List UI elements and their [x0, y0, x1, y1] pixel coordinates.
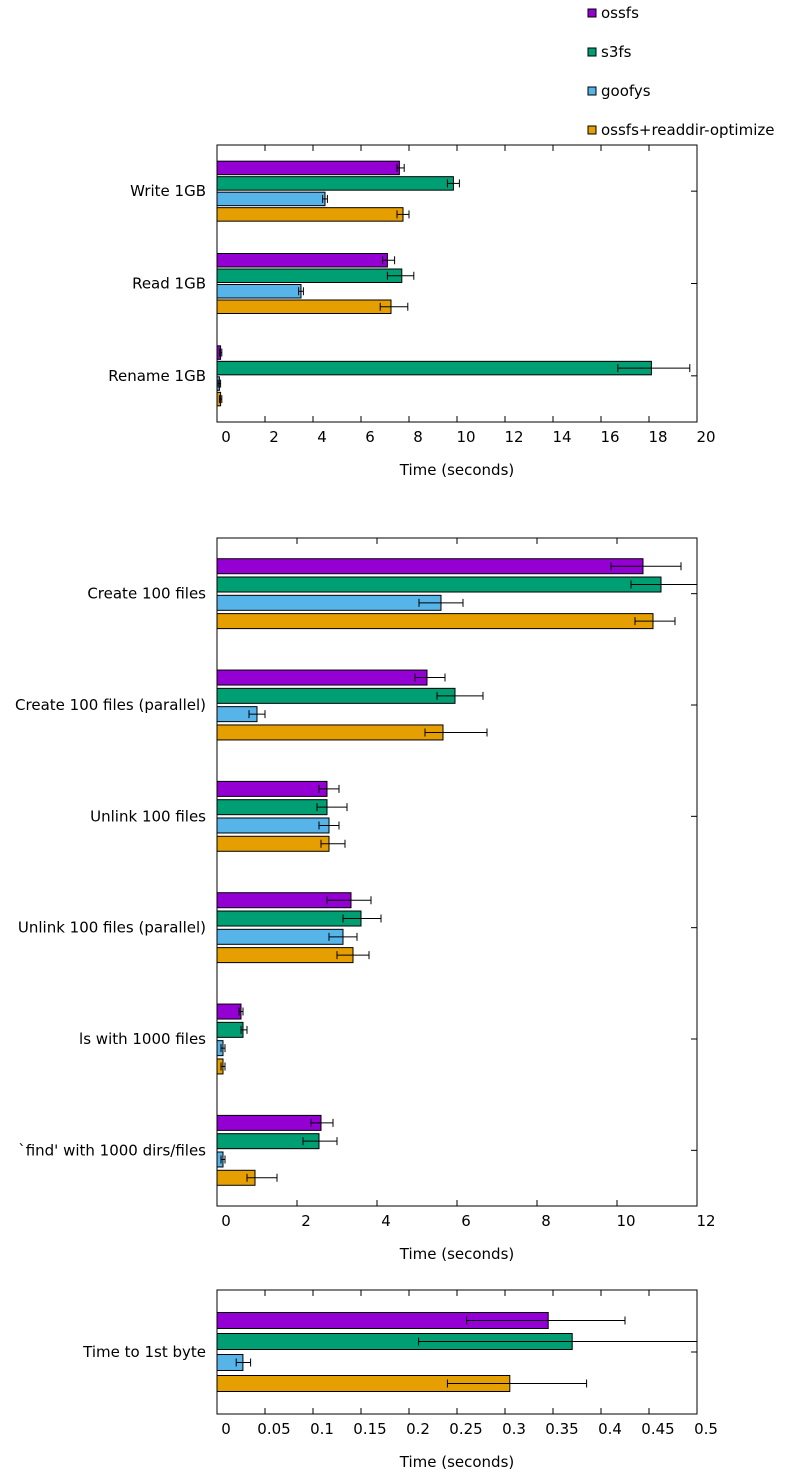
x-axis-label: Time (seconds) — [399, 1453, 515, 1471]
chart-panel-time-to-first-byte: 0 0.05 0.1 0.15 0.2 0.25 0.3 0.35 0.4 0.45 0.5 Time… — [82, 1289, 718, 1471]
x-tick-label: 10 — [456, 428, 475, 446]
chart-panel-large-file-ops: 0 2 4 6 8 10 12 14 16 18 20 Time (seconds) Write 1GB… — [108, 144, 716, 479]
category-label-create-100-files: Create 100 files — [87, 585, 206, 603]
chart-panel-metadata-ops: 0 2 4 6 8 10 12 Time (seconds) Create 100 files C… — [15, 537, 716, 1263]
x-tick-label: 0.45 — [641, 1420, 674, 1438]
x-tick-label: 0.15 — [353, 1420, 386, 1438]
x-tick-label: 16 — [600, 428, 619, 446]
x-tick-label: 8 — [541, 1212, 551, 1230]
legend-swatch-ossfs — [587, 8, 597, 18]
x-tick-label: 4 — [381, 1212, 391, 1230]
x-tick-label: 0.35 — [545, 1420, 578, 1438]
bar-s3fs-rename-1gb — [216, 360, 652, 376]
bar-ossfs-readdir-optimize-read-1gb — [216, 299, 392, 314]
bar-ossfs-write-1gb — [216, 160, 400, 176]
legend-label-goofys: goofys — [601, 82, 651, 100]
x-tick-label: 0.1 — [310, 1420, 334, 1438]
bar-s3fs-unlink-100-files-parallel — [216, 910, 362, 927]
legend-label-ossfs-readdir-optimize: ossfs+readdir-optimize — [601, 121, 774, 139]
bar-ossfs-unlink-100-files — [216, 780, 328, 797]
x-tick-label: 0.2 — [406, 1420, 430, 1438]
legend-label-s3fs: s3fs — [601, 43, 632, 61]
bar-goofys-unlink-100-files-parallel — [216, 928, 344, 945]
category-label-ls-with-1000-files: ls with 1000 files — [79, 1030, 206, 1048]
x-tick-label: 18 — [648, 428, 667, 446]
bar-ossfs-readdir-optimize-unlink-100-files — [216, 835, 330, 852]
legend-swatch-goofys — [587, 86, 597, 96]
legend-swatch-s3fs — [587, 47, 597, 57]
plot-frame — [216, 537, 698, 1207]
x-tick-label: 0.5 — [694, 1420, 718, 1438]
x-tick-label: 6 — [461, 1212, 471, 1230]
x-tick-label: 10 — [616, 1212, 635, 1230]
bar-ossfs-find-with-1000-dirs-files — [216, 1114, 322, 1131]
bar-ossfs-readdir-optimize-write-1gb — [216, 207, 404, 222]
bar-ossfs-create-100-files-parallel — [216, 669, 428, 686]
x-tick-label: 0.25 — [449, 1420, 482, 1438]
bar-goofys-create-100-files — [216, 594, 442, 611]
legend-label-ossfs: ossfs — [601, 4, 639, 22]
bar-ossfs-create-100-files — [216, 558, 644, 575]
x-tick-label: 0.05 — [257, 1420, 290, 1438]
bar-s3fs-ls-with-1000-files — [216, 1021, 244, 1038]
category-label-rename-1gb: Rename 1GB — [108, 367, 206, 385]
x-tick-label: 12 — [696, 1212, 715, 1230]
category-label-create-100-files-parallel: Create 100 files (parallel) — [15, 696, 206, 714]
bar-s3fs-unlink-100-files — [216, 799, 328, 816]
legend: ossfs s3fs goofys ossfs+readdir-optimize — [587, 4, 774, 139]
x-tick-label: 2 — [269, 428, 279, 446]
x-tick-label: 8 — [413, 428, 423, 446]
bar-goofys-unlink-100-files — [216, 817, 330, 834]
category-label-unlink-100-files-parallel: Unlink 100 files (parallel) — [18, 919, 206, 937]
bar-ossfs-ls-with-1000-files — [216, 1003, 242, 1020]
x-tick-label: 2 — [301, 1212, 311, 1230]
bar-ossfs-read-1gb — [216, 253, 388, 268]
category-label-unlink-100-files: Unlink 100 files — [90, 807, 206, 825]
x-tick-label: 0.3 — [502, 1420, 526, 1438]
x-axis-label: Time (seconds) — [399, 1245, 515, 1263]
plot-frame — [216, 1289, 698, 1415]
x-tick-label: 0 — [221, 428, 231, 446]
x-tick-label: 0 — [221, 1420, 231, 1438]
bar-s3fs-create-100-files-parallel — [216, 687, 456, 704]
x-tick-label: 0.4 — [598, 1420, 622, 1438]
legend-swatch-ossfs-readdir-optimize — [587, 125, 597, 135]
bar-goofys-read-1gb — [216, 284, 302, 299]
bar-ossfs-readdir-optimize-create-100-files-parallel — [216, 724, 444, 741]
bar-goofys-write-1gb — [216, 191, 326, 207]
x-tick-label: 14 — [552, 428, 571, 446]
category-label-time-to-1st-byte: Time to 1st byte — [82, 1343, 206, 1361]
category-label-write-1gb: Write 1GB — [130, 182, 206, 200]
bar-ossfs-readdir-optimize-unlink-100-files-parallel — [216, 947, 354, 964]
bar-s3fs-write-1gb — [216, 176, 454, 191]
x-tick-label: 0 — [221, 1212, 231, 1230]
bar-s3fs-read-1gb — [216, 268, 403, 283]
bar-s3fs-create-100-files — [216, 576, 662, 593]
bar-ossfs-readdir-optimize-create-100-files — [216, 613, 654, 630]
category-label-read-1gb: Read 1GB — [132, 275, 206, 293]
x-tick-label: 20 — [696, 428, 715, 446]
category-label-find-with-1000-dirs-files: `find' with 1000 dirs/files — [18, 1141, 206, 1159]
x-axis-label: Time (seconds) — [399, 461, 515, 479]
x-tick-label: 12 — [504, 428, 523, 446]
x-tick-label: 4 — [317, 428, 327, 446]
x-tick-label: 6 — [365, 428, 375, 446]
